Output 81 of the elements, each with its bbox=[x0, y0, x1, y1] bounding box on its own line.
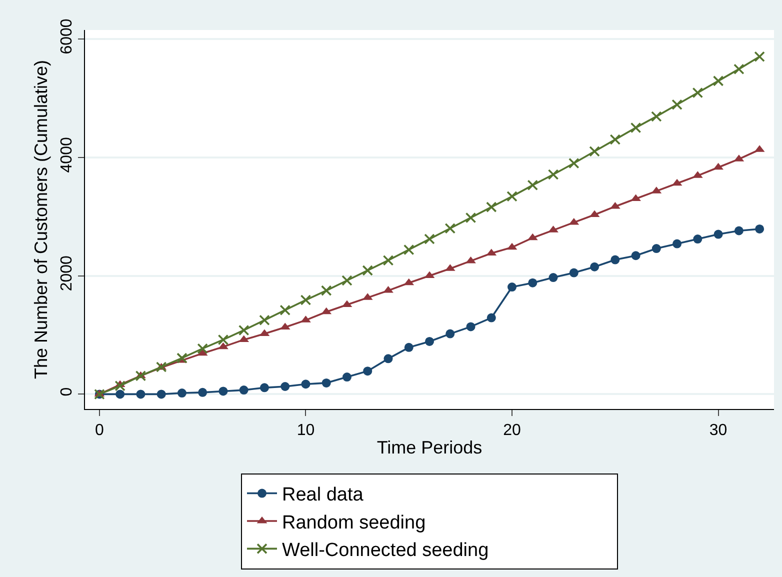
x-tick-label: 10 bbox=[296, 422, 315, 440]
point bbox=[198, 388, 208, 397]
point bbox=[404, 342, 414, 352]
point bbox=[363, 366, 372, 376]
point bbox=[568, 158, 580, 169]
point bbox=[631, 251, 640, 260]
point bbox=[384, 354, 393, 364]
point bbox=[320, 285, 332, 296]
point bbox=[569, 268, 578, 278]
point bbox=[425, 336, 434, 346]
point bbox=[116, 390, 125, 399]
point bbox=[197, 343, 208, 354]
point bbox=[548, 169, 559, 180]
y-tick-label: 2000 bbox=[58, 255, 76, 292]
point bbox=[342, 372, 352, 382]
point bbox=[610, 134, 621, 145]
point bbox=[114, 380, 126, 392]
point bbox=[630, 194, 641, 202]
point bbox=[382, 254, 394, 266]
point bbox=[755, 224, 764, 234]
legend-label: Real data bbox=[282, 484, 364, 506]
point bbox=[403, 244, 414, 256]
y-tick-label: 4000 bbox=[58, 137, 76, 173]
point bbox=[424, 234, 435, 244]
point bbox=[280, 304, 290, 316]
point bbox=[672, 99, 682, 110]
x-tick-label: 30 bbox=[709, 422, 728, 440]
point bbox=[300, 294, 312, 306]
x-tick-label: 0 bbox=[94, 422, 104, 440]
point bbox=[508, 282, 517, 292]
point bbox=[548, 273, 558, 282]
y-tick-label: 0 bbox=[58, 387, 76, 396]
point bbox=[630, 122, 642, 134]
point bbox=[177, 388, 186, 398]
point bbox=[466, 322, 476, 332]
point bbox=[610, 255, 620, 264]
y-axis-title: The Number of Customers (Cumulative) bbox=[30, 60, 51, 380]
point bbox=[712, 76, 724, 86]
point bbox=[652, 244, 661, 254]
point bbox=[713, 162, 724, 170]
point bbox=[466, 256, 476, 264]
point bbox=[218, 386, 228, 396]
point bbox=[693, 234, 702, 244]
point bbox=[651, 111, 662, 122]
point bbox=[714, 230, 723, 239]
point bbox=[486, 202, 497, 212]
x-axis-title: Time Periods bbox=[376, 437, 482, 458]
point bbox=[322, 378, 331, 388]
point bbox=[260, 383, 269, 392]
point bbox=[136, 390, 146, 399]
legend-label: Random seeding bbox=[282, 512, 426, 534]
point bbox=[590, 262, 600, 272]
point bbox=[135, 370, 146, 382]
point bbox=[156, 390, 166, 399]
point bbox=[527, 180, 538, 191]
point bbox=[672, 239, 682, 248]
legend-label: Well-Connected seeding bbox=[282, 540, 489, 562]
point bbox=[692, 87, 704, 98]
point bbox=[506, 191, 518, 202]
point bbox=[259, 314, 270, 326]
point bbox=[218, 334, 229, 346]
point bbox=[754, 51, 765, 62]
point bbox=[444, 222, 456, 234]
point bbox=[156, 362, 167, 372]
point bbox=[218, 342, 228, 350]
x-tick-label: 20 bbox=[503, 422, 522, 440]
point bbox=[734, 64, 744, 74]
point bbox=[589, 146, 600, 157]
point bbox=[528, 278, 538, 288]
point bbox=[301, 380, 310, 389]
point bbox=[486, 313, 496, 322]
point bbox=[362, 265, 374, 276]
point bbox=[465, 212, 476, 224]
y-tick-label: 6000 bbox=[58, 18, 76, 54]
point bbox=[238, 324, 250, 336]
point bbox=[342, 275, 352, 286]
point bbox=[239, 386, 248, 395]
point bbox=[280, 382, 290, 391]
point bbox=[176, 352, 188, 364]
point bbox=[446, 329, 455, 338]
point bbox=[734, 226, 744, 236]
